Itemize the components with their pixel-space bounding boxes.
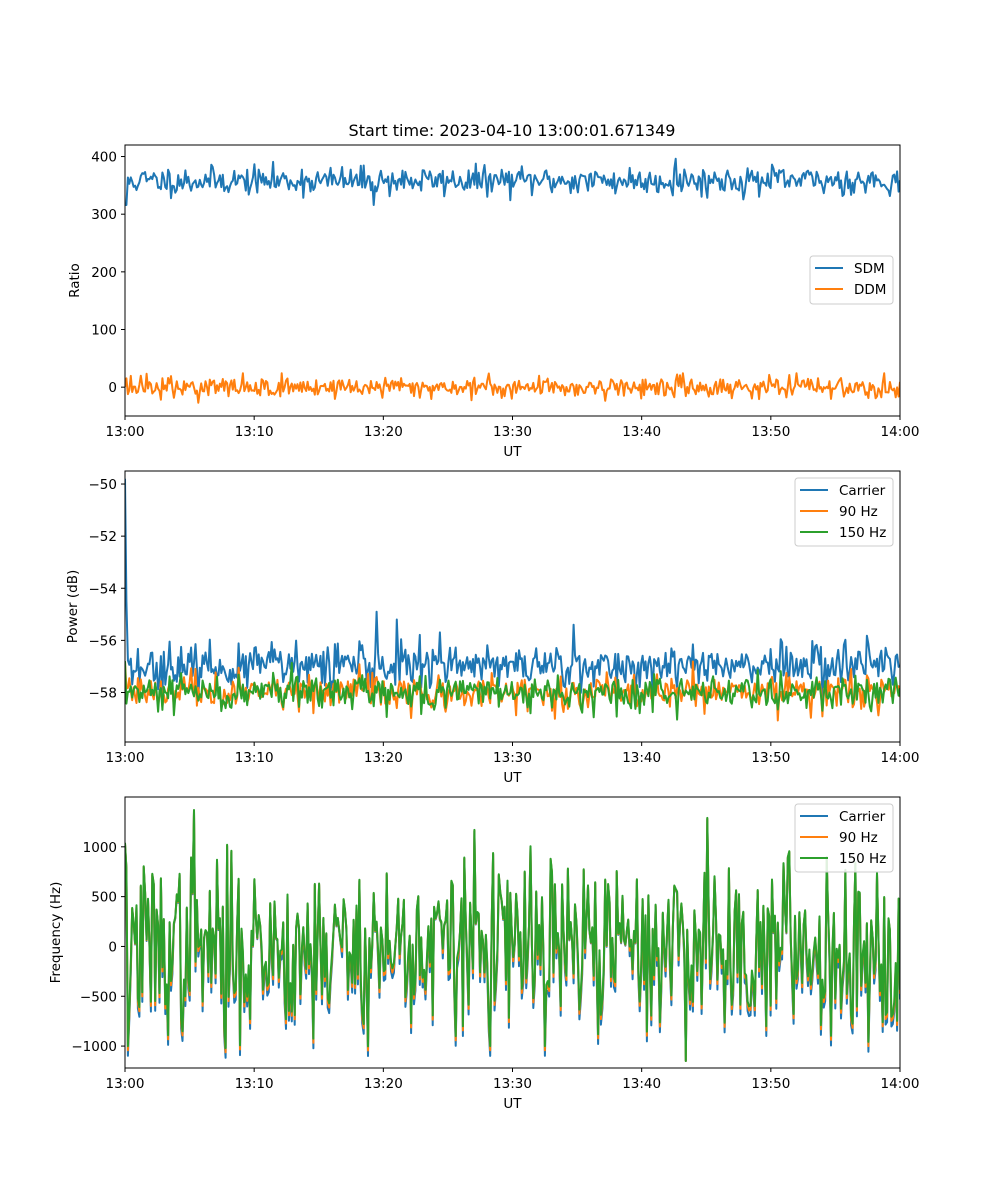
x-tick-label: 13:00 bbox=[106, 424, 145, 440]
legend-label: Carrier bbox=[839, 483, 886, 499]
x-tick-label: 13:20 bbox=[364, 1076, 403, 1092]
series-line-ddm bbox=[125, 372, 900, 404]
y-tick-label: −50 bbox=[89, 477, 118, 493]
y-tick-label: −1000 bbox=[71, 1039, 117, 1055]
x-tick-label: 13:50 bbox=[751, 1076, 790, 1092]
x-axis-label: UT bbox=[503, 444, 522, 460]
panel-1: 13:00 13:10 13:20 13:30 13:40 13:50 14:00 0 100 2… bbox=[67, 144, 920, 460]
x-tick-label: 13:10 bbox=[235, 424, 274, 440]
y-tick-label: −54 bbox=[89, 581, 118, 597]
x-tick-label: 13:40 bbox=[622, 750, 661, 766]
x-tick-label: 13:40 bbox=[622, 1076, 661, 1092]
x-tick-label: 14:00 bbox=[881, 750, 920, 766]
series-line-150-hz bbox=[125, 661, 900, 721]
x-tick-label: 13:00 bbox=[106, 750, 145, 766]
x-tick-label: 13:50 bbox=[751, 750, 790, 766]
y-tick-label: 200 bbox=[91, 265, 117, 281]
legend-label: SDM bbox=[854, 261, 885, 277]
series-line-carrier bbox=[125, 478, 900, 700]
y-tick-label: 0 bbox=[108, 939, 117, 955]
legend-label: 150 Hz bbox=[839, 851, 886, 867]
legend-label: DDM bbox=[854, 282, 886, 298]
legend-box bbox=[794, 803, 894, 873]
series-line-150-hz bbox=[125, 809, 900, 1062]
legend-label: 90 Hz bbox=[839, 830, 878, 846]
legend-label: 90 Hz bbox=[839, 504, 878, 520]
x-tick-label: 13:10 bbox=[235, 750, 274, 766]
x-tick-label: 13:00 bbox=[106, 1076, 145, 1092]
legend: Carrier 90 Hz 150 Hz bbox=[794, 803, 894, 873]
legend: SDM DDM bbox=[809, 255, 894, 305]
x-tick-label: 13:30 bbox=[493, 424, 532, 440]
y-tick-label: 400 bbox=[91, 150, 117, 166]
x-tick-label: 13:40 bbox=[622, 424, 661, 440]
x-tick-label: 13:20 bbox=[364, 750, 403, 766]
y-tick-label: 500 bbox=[91, 890, 117, 906]
x-tick-label: 13:10 bbox=[235, 1076, 274, 1092]
y-tick-label: 1000 bbox=[83, 840, 117, 856]
legend-label: 150 Hz bbox=[839, 525, 886, 541]
y-tick-label: −56 bbox=[89, 633, 118, 649]
x-tick-label: 13:20 bbox=[364, 424, 403, 440]
y-tick-label: 0 bbox=[108, 380, 117, 396]
y-tick-label: −52 bbox=[89, 529, 118, 545]
x-tick-label: 13:30 bbox=[493, 750, 532, 766]
y-axis-label: Power (dB) bbox=[65, 570, 81, 643]
x-tick-label: 14:00 bbox=[881, 1076, 920, 1092]
y-tick-label: 300 bbox=[91, 207, 117, 223]
figure-title: Start time: 2023-04-10 13:00:01.671349 bbox=[349, 121, 676, 140]
panel-3: 13:00 13:10 13:20 13:30 13:40 13:50 14:00 −1000… bbox=[48, 796, 920, 1112]
y-tick-label: 100 bbox=[91, 323, 117, 339]
y-tick-label: −58 bbox=[89, 685, 118, 701]
legend: Carrier 90 Hz 150 Hz bbox=[794, 477, 894, 547]
x-tick-label: 13:30 bbox=[493, 1076, 532, 1092]
x-tick-label: 13:50 bbox=[751, 424, 790, 440]
panel-2: 13:00 13:10 13:20 13:30 13:40 13:50 14:00 −58 −5… bbox=[65, 470, 920, 786]
panels: 13:00 13:10 13:20 13:30 13:40 13:50 14:00 0 100 2… bbox=[48, 144, 920, 1112]
x-axis-label: UT bbox=[503, 1096, 522, 1112]
series-line-sdm bbox=[125, 157, 900, 206]
y-axis-label: Ratio bbox=[67, 263, 83, 298]
x-axis-label: UT bbox=[503, 770, 522, 786]
legend-box bbox=[794, 477, 894, 547]
x-tick-label: 14:00 bbox=[881, 424, 920, 440]
y-tick-label: −500 bbox=[80, 989, 117, 1005]
legend-label: Carrier bbox=[839, 809, 886, 825]
y-axis-label: Frequency (Hz) bbox=[48, 882, 64, 984]
